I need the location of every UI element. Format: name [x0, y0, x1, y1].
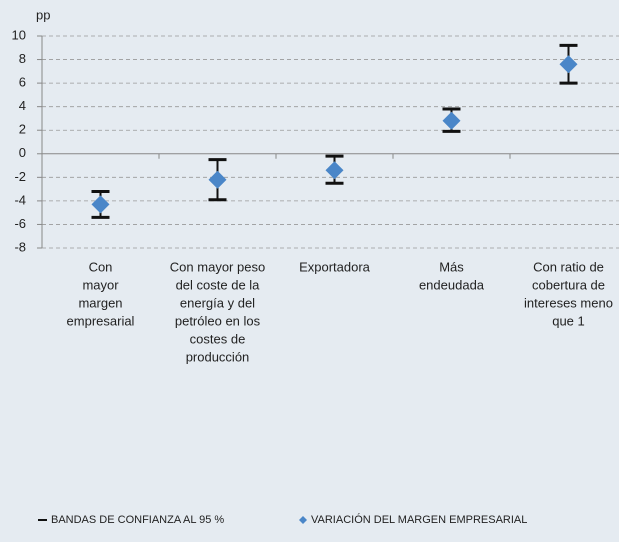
diamond-marker	[325, 161, 344, 180]
x-tick-label: Con mayor peso	[170, 259, 265, 274]
y-tick-label: 4	[19, 98, 26, 113]
x-tick-label: endeudada	[419, 277, 485, 292]
y-tick-label: -2	[14, 169, 26, 184]
diamond-marker	[91, 195, 110, 214]
x-tick-label: Más	[439, 259, 464, 274]
y-tick-label: -4	[14, 192, 26, 207]
y-tick-label: 0	[19, 145, 26, 160]
x-tick-label: Con ratio de	[533, 259, 604, 274]
x-tick-label: que 1	[552, 313, 585, 328]
y-tick-label: -6	[14, 216, 26, 231]
legend-swatch	[299, 516, 307, 524]
diamond-marker	[559, 55, 578, 74]
diamond-marker	[442, 111, 461, 130]
y-unit-label: pp	[36, 7, 50, 22]
x-tick-label: cobertura de	[532, 277, 605, 292]
y-tick-label: 2	[19, 122, 26, 137]
y-tick-label: -8	[14, 239, 26, 254]
legend-label: BANDAS DE CONFIANZA AL 95 %	[51, 514, 224, 526]
x-tick-label: Con	[89, 259, 113, 274]
x-tick-label: costes de	[190, 331, 246, 346]
x-tick-label: Exportadora	[299, 259, 371, 274]
y-tick-label: 10	[12, 27, 26, 42]
diamond-marker	[208, 170, 227, 189]
legend-label: VARIACIÓN DEL MARGEN EMPRESARIAL	[311, 513, 527, 526]
x-tick-label: intereses meno	[524, 295, 613, 310]
x-tick-label: producción	[186, 349, 250, 364]
legend: BANDAS DE CONFIANZA AL 95 % VARIACIÓN DEL…	[38, 513, 527, 526]
x-tick-label: del coste de la	[176, 277, 261, 292]
x-tick-label: energía y del	[180, 295, 255, 310]
x-tick-label: empresarial	[67, 313, 135, 328]
x-tick-label: margen	[78, 295, 122, 310]
x-tick-label: mayor	[82, 277, 119, 292]
y-tick-label: 6	[19, 75, 26, 90]
y-tick-label: 8	[19, 51, 26, 66]
x-tick-label: petróleo en los	[175, 313, 261, 328]
